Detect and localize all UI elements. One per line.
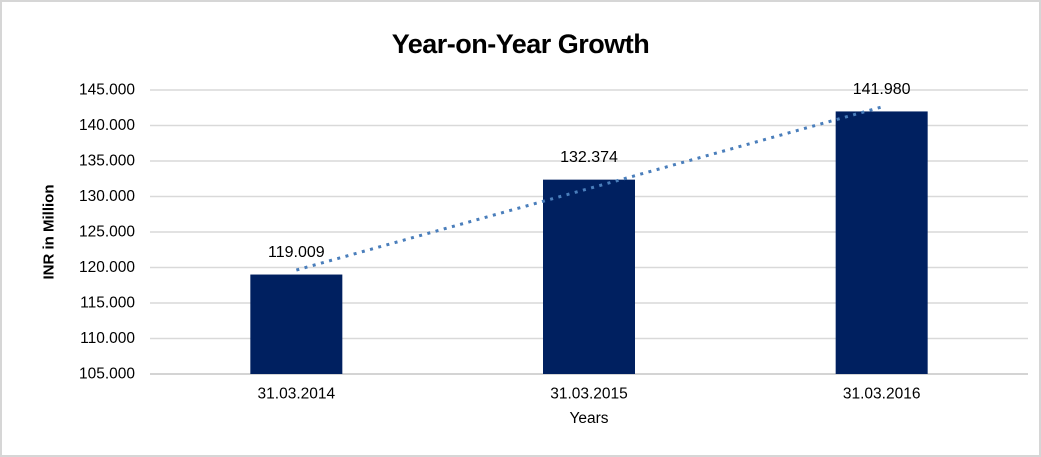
y-tick-label: 115.000 (80, 295, 135, 312)
x-tick-label: 31.03.2014 (258, 386, 336, 403)
y-tick-label: 105.000 (79, 366, 135, 383)
y-tick-label: 130.000 (79, 188, 135, 205)
x-tick-label: 31.03.2015 (550, 386, 628, 403)
bar-31.03.2016 (835, 111, 928, 374)
chart-title: Year-on-Year Growth (391, 29, 650, 59)
y-tick-label: 135.000 (79, 153, 135, 170)
x-axis-title: Years (569, 410, 609, 427)
y-tick-label: 110.000 (80, 330, 135, 347)
bar-data-label: 119.009 (268, 244, 325, 261)
y-tick-label: 140.000 (79, 117, 135, 134)
y-tick-label: 125.000 (79, 224, 135, 241)
y-tick-label: 145.000 (79, 82, 135, 99)
bar-data-label: 132.374 (560, 149, 618, 166)
bar-31.03.2015 (543, 179, 635, 374)
x-tick-label: 31.03.2016 (843, 386, 921, 403)
y-tick-label: 120.000 (79, 259, 135, 276)
bar-data-label: 141.980 (853, 81, 911, 98)
bar-31.03.2014 (250, 274, 343, 374)
